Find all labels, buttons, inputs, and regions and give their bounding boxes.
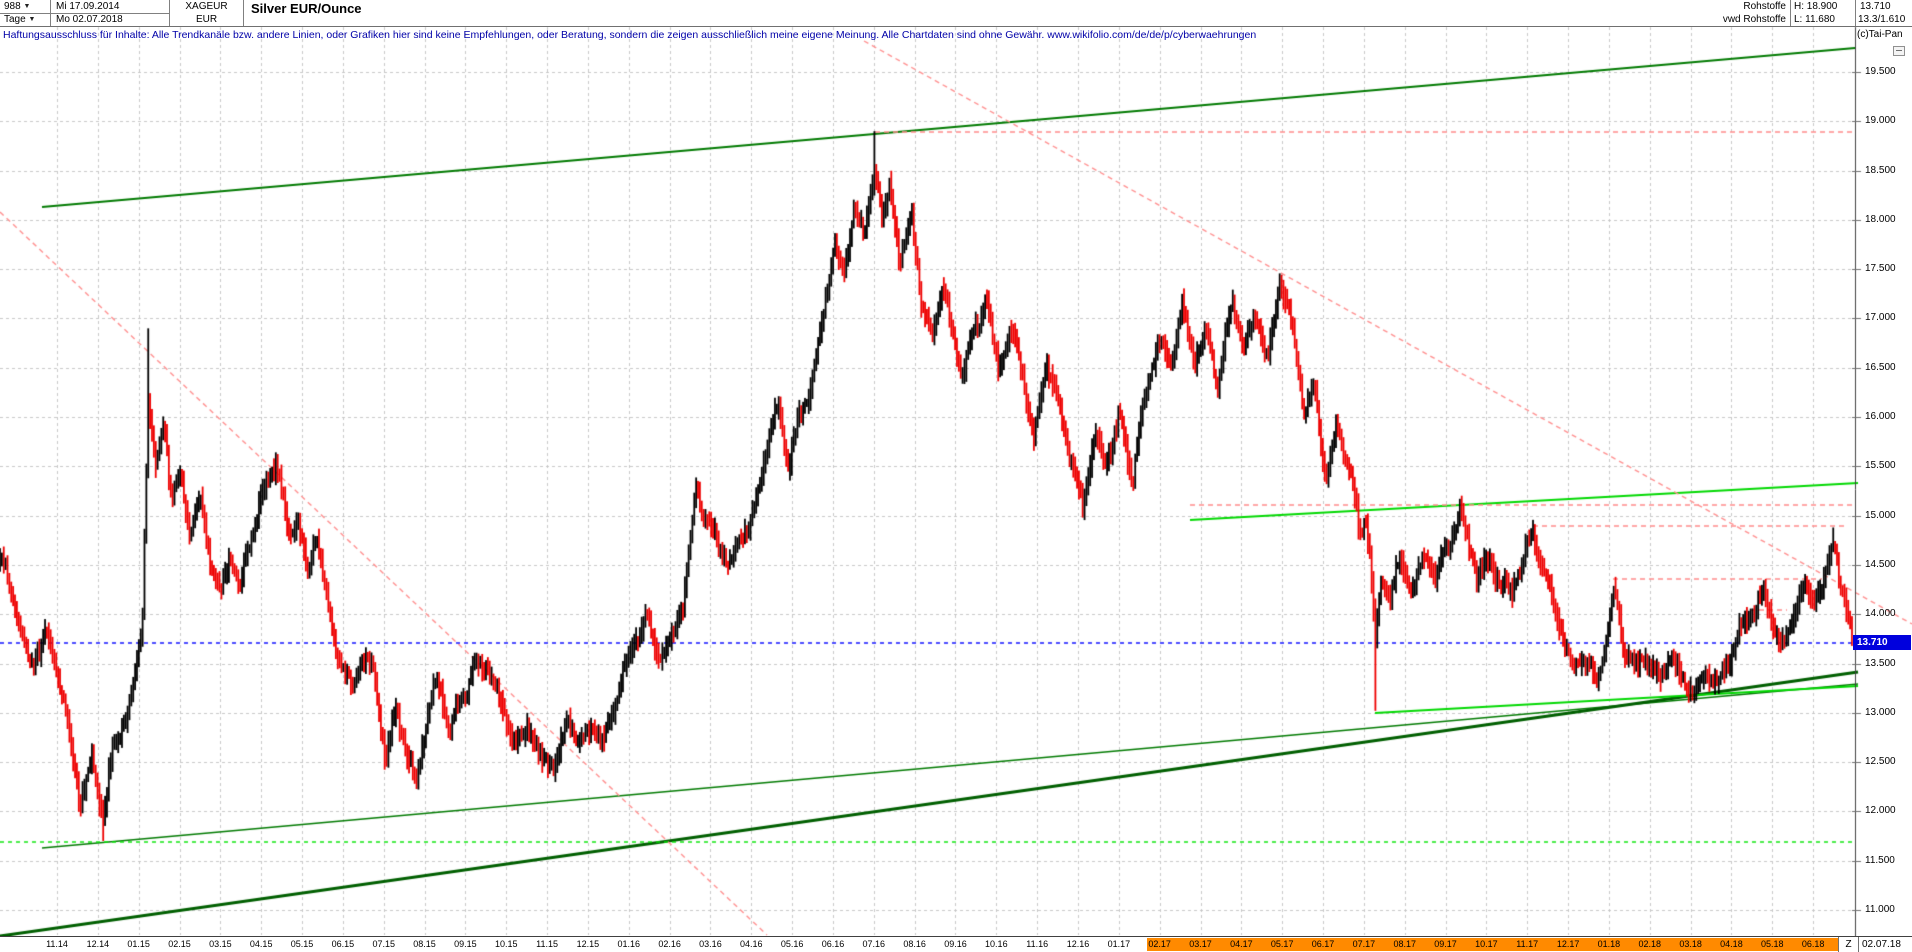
price-axis-label: 16.000 [1865,411,1896,423]
header-divider [1790,0,1791,26]
time-axis-label: 01.16 [617,939,641,949]
period-low-label: L: 11.680 [1794,14,1835,25]
chevron-down-icon: ▼ [28,16,36,23]
time-axis-label: 11.17 [1516,939,1539,949]
time-axis: 11.14 12.14 01.15 02.15 03.15 04.15 05.15 06.15… [0,936,1912,952]
time-axis-label: 02.16 [658,939,681,949]
header-divider [1855,0,1856,26]
price-axis-label: 18.000 [1865,213,1896,225]
chart-header: 988 ▼ Tage ▼ Mi 17.09.2014 Mo 02.07.2018… [0,0,1912,27]
time-axis-label: 09.15 [454,939,477,949]
time-axis-label: 04.15 [249,939,273,949]
last-value-label: 13.710 [1860,1,1891,12]
period-dropdown[interactable]: Tage ▼ [4,14,36,25]
price-axis-label: 11.500 [1865,854,1895,866]
time-axis-label: 10.16 [985,939,1008,949]
time-axis-label: 05.17 [1270,939,1294,949]
time-axis-label: 11.15 [536,939,559,949]
time-axis-label: 06.17 [1311,939,1335,949]
zoom-box-button[interactable]: Z [1838,937,1859,952]
time-axis-label: 09.16 [944,939,967,949]
date-to-field[interactable]: Mo 02.07.2018 [56,14,123,25]
time-axis-label: 02.18 [1638,939,1662,949]
time-axis-label: 08.16 [903,939,926,949]
last-price-tag: 13.710 [1853,634,1911,650]
price-axis-label: 14.000 [1865,608,1896,620]
time-axis-label: 12.15 [576,939,600,949]
period-high-label: H: 18.900 [1794,1,1838,12]
highlight-band [1146,938,1838,951]
time-axis-label: 11.16 [1026,939,1049,949]
time-axis-label: 12.14 [86,939,110,949]
time-axis-label: 07.17 [1352,939,1376,949]
time-axis-label: 12.16 [1066,939,1090,949]
time-axis-label: 06.18 [1801,939,1825,949]
time-axis-label: 07.16 [862,939,886,949]
time-axis-label: 04.16 [740,939,763,949]
bars-count-dropdown[interactable]: 988 ▼ [4,1,31,12]
time-axis-label: 03.15 [209,939,232,949]
price-axis-label: 19.000 [1865,115,1896,127]
price-axis-label: 17.500 [1865,263,1896,275]
time-axis-label: 04.17 [1230,939,1253,949]
category-selector[interactable]: Rohstoffe [1743,1,1786,12]
time-axis-label: 09.17 [1434,939,1457,949]
time-axis-label: 04.18 [1720,939,1743,949]
date-from-field[interactable]: Mi 17.09.2014 [56,1,120,12]
time-axis-label: 05.15 [290,939,314,949]
chevron-down-icon: ▼ [23,3,31,10]
collapse-icon[interactable] [1893,46,1905,56]
price-axis-label: 15.000 [1865,509,1896,521]
price-axis-label: 17.000 [1865,312,1896,324]
time-axis-label: 02.15 [168,939,191,949]
category-source[interactable]: vwd Rohstoffe [1722,14,1786,25]
price-axis-label: 15.500 [1865,460,1896,472]
price-axis-label: 11.000 [1865,904,1895,915]
time-axis-label: 01.15 [127,939,150,949]
currency-label: EUR [195,14,218,25]
time-axis-label: 12.17 [1556,939,1580,949]
price-axis-label: 16.500 [1865,361,1896,373]
spread-value-label: 13.3/1.610 [1858,14,1906,25]
price-axis-label: 13.000 [1865,706,1896,718]
end-date-label: 02.07.18 [1862,939,1901,950]
disclaimer-text: Haftungsausschluss für Inhalte: Alle Tre… [3,29,1257,41]
time-axis-label: 03.16 [699,939,722,949]
time-axis-label: 03.17 [1189,939,1212,949]
time-axis-label: 07.15 [372,939,395,949]
price-axis-label: 14.500 [1865,558,1896,570]
header-divider [169,0,170,26]
header-divider [243,0,244,26]
time-axis-label: 08.17 [1393,939,1416,949]
copyright-label: (c)Tai-Pan [1857,29,1903,40]
time-axis-label: 06.16 [821,939,845,949]
header-row-divider [0,13,169,14]
price-axis-label: 18.500 [1865,164,1896,176]
price-axis-label: 12.000 [1865,805,1896,817]
time-axis-label: 10.15 [494,939,518,949]
time-axis-label: 02.17 [1148,939,1171,949]
time-axis-label: 01.17 [1107,939,1131,949]
instrument-title: Silver EUR/Ounce [251,1,362,16]
time-axis-label: 05.16 [780,939,804,949]
price-axis-label: 12.500 [1865,756,1896,768]
time-axis-label: 08.15 [413,939,436,949]
price-axis-label: 13.500 [1865,657,1896,669]
time-axis-label: 06.15 [331,939,355,949]
time-axis-label: 05.18 [1761,939,1784,949]
time-axis-label: 01.18 [1597,939,1621,949]
price-axis-label: 19.500 [1865,66,1896,77]
time-axis-label: 03.18 [1679,939,1702,949]
time-axis-label: 11.14 [46,939,68,949]
symbol-field[interactable]: XAGEUR [185,1,228,12]
time-axis-label: 10.17 [1475,939,1498,949]
